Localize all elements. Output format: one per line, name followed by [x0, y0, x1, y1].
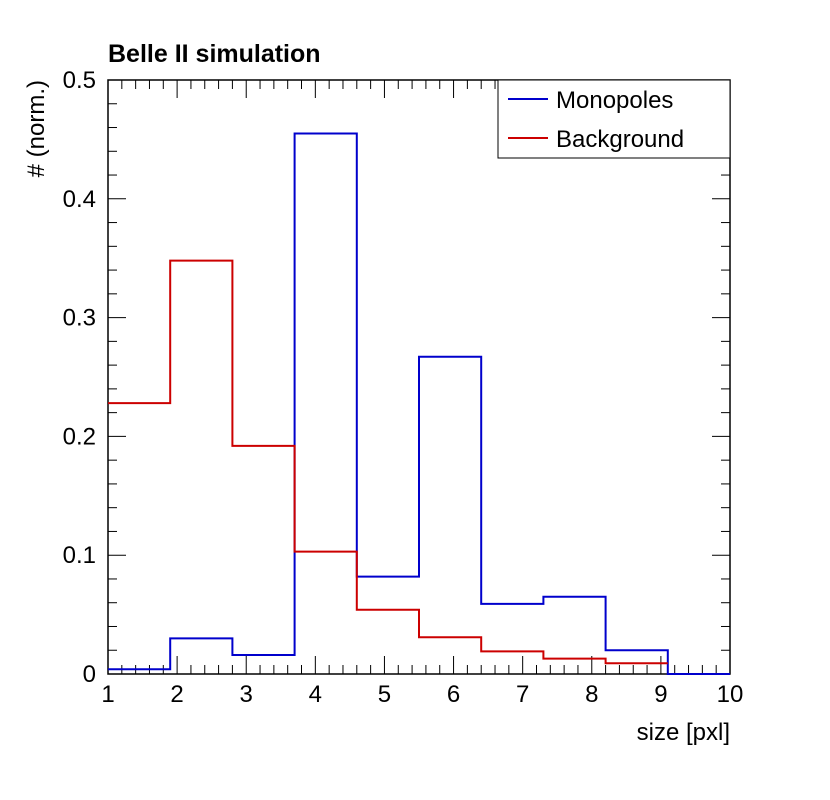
x-tick-label: 4 — [309, 681, 322, 708]
series-layer — [108, 132, 730, 675]
x-tick-label: 6 — [447, 681, 460, 708]
x-tick-label: 7 — [516, 681, 529, 708]
legend-box — [497, 79, 731, 159]
legend-label-monopoles: Monopoles — [556, 87, 673, 114]
x-axis-label: size [pxl] — [637, 719, 730, 746]
y-tick-label: 0 — [83, 661, 96, 688]
y-tick-label: 0.2 — [63, 423, 96, 450]
plot-frame — [107, 79, 731, 675]
x-tick-label: 9 — [654, 681, 667, 708]
tick-labels: 1 2 3 4 5 6 7 8 9 10 0 0.1 0.2 0.3 0.4 0.5 — [63, 67, 744, 708]
x-tick-label: 2 — [170, 681, 183, 708]
y-tick-label: 0.4 — [63, 186, 96, 213]
x-tick-label: 5 — [378, 681, 391, 708]
y-axis-label: # (norm.) — [23, 80, 50, 177]
y-tick-label: 0.1 — [63, 542, 96, 569]
chart-title: Belle II simulation — [108, 40, 321, 68]
x-tick-label: 8 — [585, 681, 598, 708]
series-background-line — [108, 259, 668, 665]
y-tick-label: 0.3 — [63, 305, 96, 332]
x-tick-label: 10 — [717, 681, 744, 708]
y-tick-label: 0.5 — [63, 67, 96, 94]
x-tick-label: 1 — [101, 681, 114, 708]
legend: Monopoles Background — [497, 79, 731, 159]
legend-label-background: Background — [556, 126, 684, 153]
series-monopoles-line — [108, 132, 730, 675]
x-tick-label: 3 — [240, 681, 253, 708]
